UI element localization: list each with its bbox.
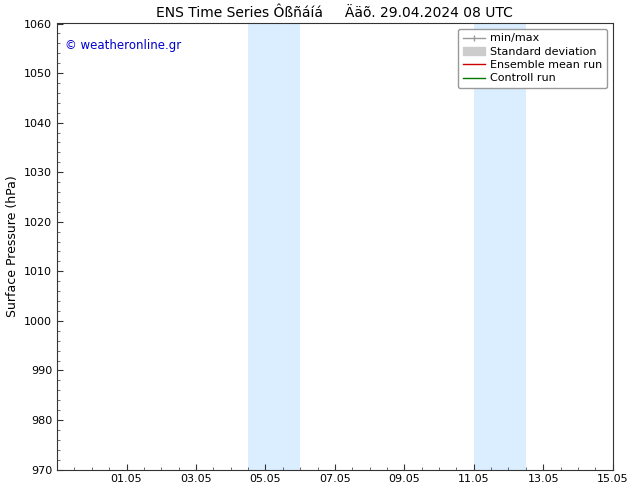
Y-axis label: Surface Pressure (hPa): Surface Pressure (hPa) — [6, 176, 18, 318]
Bar — [248, 24, 300, 469]
Legend: min/max, Standard deviation, Ensemble mean run, Controll run: min/max, Standard deviation, Ensemble me… — [458, 29, 607, 88]
Bar — [474, 24, 526, 469]
Title: ENS Time Series Ôßñáíá     Ääõ. 29.04.2024 08 UTC: ENS Time Series Ôßñáíá Ääõ. 29.04.2024 0… — [157, 5, 514, 20]
Text: © weatheronline.gr: © weatheronline.gr — [65, 39, 182, 52]
